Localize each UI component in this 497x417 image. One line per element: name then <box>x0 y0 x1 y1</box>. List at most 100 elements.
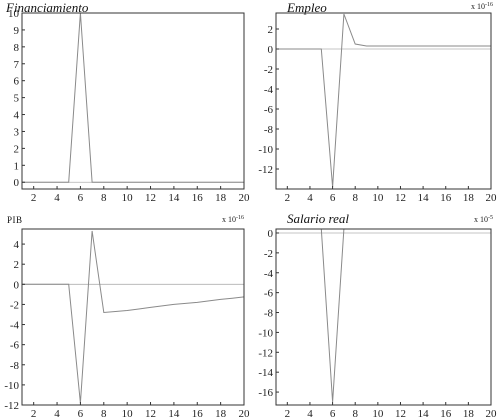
y-tick-label: 5 <box>14 93 20 105</box>
x-tick-label: 20 <box>239 408 251 417</box>
x-tick-label: 16 <box>192 408 204 417</box>
y-tick-label: -12 <box>258 347 273 359</box>
plot-frame <box>275 228 492 406</box>
chart-panel-pib: PIB x 10-162 4 6 8 10 12 14 16 18 20420-2-4-6-8-10… <box>4 215 250 417</box>
x-tick-label: 14 <box>168 192 180 204</box>
y-tick-label: 2 <box>14 259 20 271</box>
series-line <box>276 228 491 403</box>
x-tick-label: 4 <box>54 192 60 204</box>
chart-title: Empleo <box>286 0 327 15</box>
x-tick-label: 6 <box>330 408 336 417</box>
chart-panel-salario-real: Salario real x 10-5 2 4 6 8 10 12 14 16 18 20 0 -2 -4 -… <box>258 211 497 417</box>
x-tick-label: 16 <box>440 192 452 204</box>
y-tick-label: -6 <box>10 340 20 352</box>
y-tick-label: -10 <box>258 327 273 339</box>
x-tick-label: 6 <box>330 192 336 204</box>
y-tick-label: -4 <box>10 320 20 332</box>
y-tick-label: 8 <box>14 42 20 54</box>
x-tick-label: 6 <box>78 192 84 204</box>
y-tick-label: -2 <box>264 64 273 76</box>
x-tick-label: 20 <box>239 192 251 204</box>
y-tick-label: -16 <box>258 387 273 399</box>
y-multiplier: x 10-5 <box>474 215 493 224</box>
y-tick-label: 0 <box>14 177 20 189</box>
x-tick-label: 8 <box>352 192 358 204</box>
y-tick-label: -10 <box>4 380 19 392</box>
y-tick-label: -6 <box>264 288 274 300</box>
x-tick-label: 2 <box>31 408 37 417</box>
x-tick-label: 10 <box>372 192 384 204</box>
x-tick-label: 18 <box>463 192 475 204</box>
y-tick-label: 4 <box>14 110 20 122</box>
y-tick-label: 6 <box>14 76 20 88</box>
x-tick-label: 4 <box>54 408 60 417</box>
y-tick-label: 2 <box>268 24 274 36</box>
chart-title: Financiamiento <box>5 0 89 15</box>
x-tick-label: 8 <box>101 408 107 417</box>
x-tick-label: 4 <box>307 408 313 417</box>
x-tick-label: 14 <box>418 408 430 417</box>
y-tick-label: 10 <box>8 8 20 20</box>
chart-title: PIB <box>7 215 23 225</box>
y-tick-label: -14 <box>258 367 273 379</box>
y-tick-label: -6 <box>264 104 274 116</box>
x-tick-label: 12 <box>395 408 406 417</box>
chart-panel-empleo: Empleo x 10-162 4 6 8 10 12 14 16 18 2020-2-4-6-8-… <box>258 0 497 204</box>
y-multiplier-base: x 10 <box>471 2 485 11</box>
plot-frame <box>21 12 245 190</box>
x-tick-label: 8 <box>352 408 358 417</box>
chart-title: Salario real <box>287 211 349 226</box>
y-multiplier-exponent: -16 <box>236 215 244 221</box>
y-tick-label: -12 <box>258 164 273 176</box>
y-tick-label: 1 <box>14 160 20 172</box>
x-tick-label: 12 <box>145 408 156 417</box>
y-tick-label: -8 <box>264 124 274 136</box>
x-tick-label: 14 <box>168 408 180 417</box>
y-multiplier-base: x 10 <box>474 215 488 224</box>
plot-frame <box>275 12 492 190</box>
x-tick-label: 8 <box>101 192 107 204</box>
y-multiplier: x 10-16 <box>471 2 493 11</box>
y-tick-label: -2 <box>264 248 273 260</box>
y-tick-label: 3 <box>14 126 20 138</box>
y-tick-label: -2 <box>10 299 19 311</box>
x-tick-label: 16 <box>192 192 204 204</box>
plot-frame <box>21 228 245 406</box>
y-multiplier-base: x 10 <box>222 215 236 224</box>
y-tick-label: 2 <box>14 143 20 155</box>
y-tick-label: 9 <box>14 25 20 37</box>
x-tick-label: 18 <box>215 408 227 417</box>
y-tick-label: -10 <box>258 144 273 156</box>
x-tick-label: 10 <box>372 408 384 417</box>
y-multiplier-exponent: -16 <box>485 2 493 8</box>
y-tick-label: 4 <box>14 239 20 251</box>
x-tick-label: 18 <box>215 192 227 204</box>
y-tick-label: 0 <box>268 228 274 240</box>
x-tick-label: 2 <box>31 192 37 204</box>
x-tick-label: 4 <box>307 192 313 204</box>
y-tick-label: -8 <box>10 360 20 372</box>
series-line <box>276 13 491 188</box>
y-tick-label: -8 <box>264 308 274 320</box>
x-tick-label: 14 <box>418 192 430 204</box>
x-tick-label: 2 <box>285 192 291 204</box>
series-line <box>22 230 245 404</box>
y-multiplier-exponent: -5 <box>488 215 493 221</box>
x-tick-label: 18 <box>463 408 475 417</box>
x-tick-label: 20 <box>486 192 497 204</box>
x-tick-label: 10 <box>122 192 134 204</box>
x-tick-label: 6 <box>78 408 84 417</box>
y-multiplier: x 10-16 <box>222 215 244 224</box>
x-tick-label: 12 <box>395 192 406 204</box>
x-tick-label: 12 <box>145 192 156 204</box>
y-tick-label: -4 <box>264 268 274 280</box>
y-tick-label: 7 <box>14 59 20 71</box>
y-tick-label: 0 <box>268 44 274 56</box>
x-tick-label: 20 <box>486 408 497 417</box>
x-tick-label: 2 <box>285 408 291 417</box>
y-tick-label: 0 <box>14 279 20 291</box>
series-line <box>22 12 244 183</box>
y-tick-label: -12 <box>4 400 19 412</box>
